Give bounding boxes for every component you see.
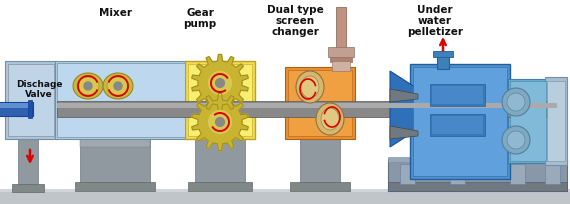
Bar (336, 8, 346, 68)
Ellipse shape (321, 109, 339, 130)
Text: Under
water
pelletizer: Under water pelletizer (407, 5, 463, 37)
Bar (437, 55, 449, 70)
Bar (410, 65, 510, 179)
Circle shape (507, 131, 525, 149)
Bar (57, 103, 557, 109)
Bar (545, 164, 560, 184)
Polygon shape (192, 55, 248, 112)
Bar (0, 189, 570, 192)
Text: Gear
pump: Gear pump (184, 8, 217, 29)
Text: Mixer: Mixer (99, 8, 132, 18)
Bar (188, 65, 252, 136)
Bar (432, 86, 483, 104)
Bar (195, 139, 245, 184)
Bar (510, 82, 546, 161)
Bar (413, 68, 507, 176)
Polygon shape (390, 90, 418, 102)
Bar (508, 80, 548, 163)
Bar (330, 55, 352, 63)
Bar (288, 71, 352, 136)
Polygon shape (390, 72, 418, 147)
Bar (328, 48, 354, 58)
Bar (400, 164, 415, 184)
Bar (285, 68, 355, 139)
Ellipse shape (296, 72, 324, 103)
Circle shape (502, 89, 530, 116)
Bar (290, 182, 350, 191)
Bar (450, 164, 465, 184)
Ellipse shape (301, 77, 319, 99)
Bar (0, 103, 33, 109)
Bar (388, 182, 567, 191)
Bar (188, 182, 252, 191)
Ellipse shape (316, 103, 344, 135)
Ellipse shape (77, 78, 99, 95)
Bar (332, 62, 350, 72)
Bar (510, 164, 525, 184)
Bar (545, 78, 567, 165)
Ellipse shape (107, 78, 129, 95)
Bar (75, 182, 155, 191)
Circle shape (215, 79, 225, 88)
Circle shape (507, 94, 525, 111)
Bar (55, 62, 187, 139)
Bar (0, 102, 33, 116)
Bar (547, 82, 565, 161)
Bar (185, 62, 255, 139)
Bar (432, 116, 483, 134)
Bar (28, 101, 32, 118)
Ellipse shape (73, 74, 103, 100)
Bar (12, 184, 44, 192)
Bar (80, 139, 150, 184)
Polygon shape (192, 94, 248, 151)
Circle shape (502, 126, 530, 154)
Circle shape (215, 118, 225, 127)
Ellipse shape (103, 74, 133, 100)
Bar (57, 102, 557, 118)
Text: Dischage
Valve: Dischage Valve (16, 80, 63, 99)
Bar (300, 139, 340, 184)
Bar (5, 62, 57, 139)
Bar (433, 52, 453, 58)
Bar (80, 139, 150, 147)
Circle shape (209, 72, 231, 95)
Bar (18, 139, 38, 191)
Bar (388, 157, 567, 162)
Bar (8, 65, 54, 136)
Bar (388, 159, 567, 191)
Bar (430, 114, 485, 136)
Circle shape (114, 83, 122, 91)
Bar (430, 85, 485, 106)
Bar (0, 191, 570, 204)
Polygon shape (390, 126, 418, 139)
Circle shape (84, 83, 92, 91)
Bar (57, 64, 185, 137)
Text: Dual type
screen
changer: Dual type screen changer (267, 5, 323, 37)
Circle shape (209, 111, 231, 134)
